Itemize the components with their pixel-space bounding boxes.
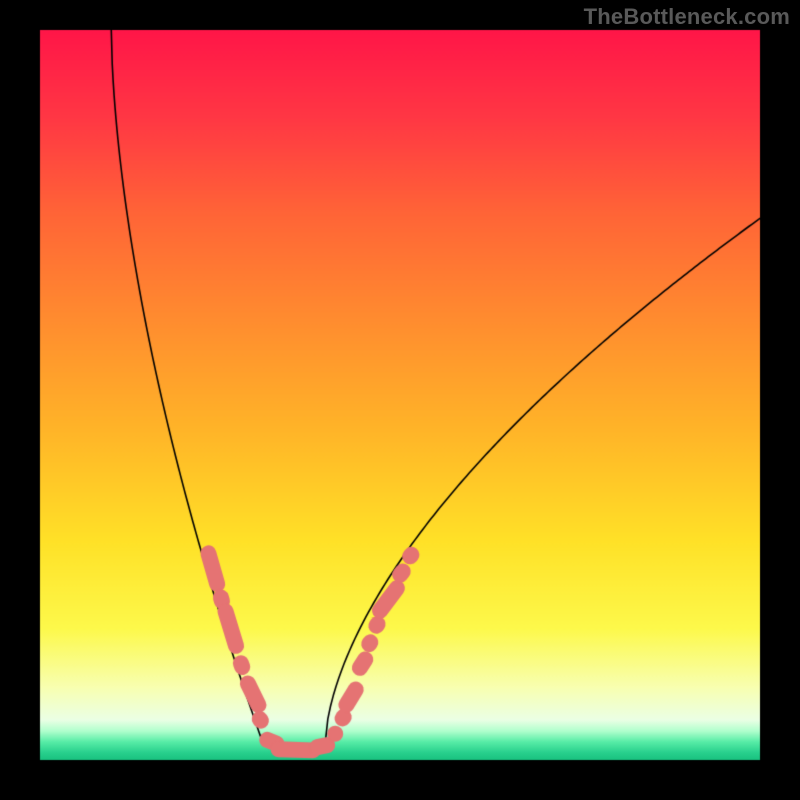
bottleneck-curve-chart [0, 0, 800, 800]
watermark-text: TheBottleneck.com [584, 4, 790, 30]
